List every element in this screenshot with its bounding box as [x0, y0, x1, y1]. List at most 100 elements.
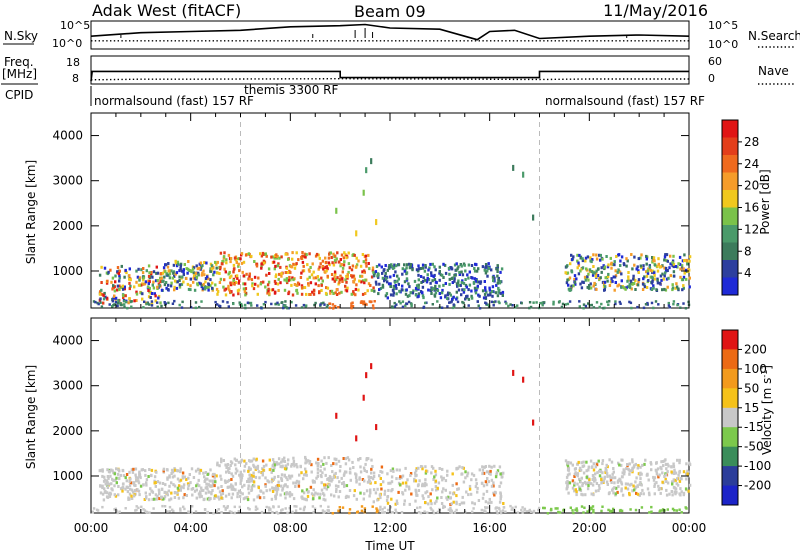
- velocity-cell: [606, 483, 609, 486]
- velocity-cell: [273, 463, 277, 467]
- velocity-cell: [676, 483, 680, 487]
- power-cell: [672, 262, 676, 266]
- power-cell: [645, 262, 648, 266]
- velocity-cell: [647, 491, 651, 495]
- velocity-cell: [198, 471, 201, 475]
- velocity-cell: [321, 471, 324, 475]
- velocity-cell: [444, 488, 447, 492]
- velocity-cell: [352, 494, 356, 498]
- velocity-cell: [414, 499, 417, 503]
- power-ground-cell: [401, 300, 405, 303]
- power-cell: [455, 290, 458, 294]
- power-cell: [255, 262, 259, 266]
- velocity-cell: [236, 492, 239, 495]
- velocity-cell: [488, 497, 491, 501]
- power-cell: [260, 266, 263, 270]
- power-cell: [619, 259, 622, 263]
- power-ground-cell: [143, 300, 146, 303]
- velocity-cell: [239, 460, 243, 464]
- velocity-ground-cell: [190, 511, 193, 515]
- velocity-ground-cell: [152, 507, 155, 510]
- velocity-cell: [664, 463, 668, 466]
- velocity-cell: [659, 487, 662, 491]
- power-cell: [367, 282, 371, 286]
- velocity-cell: [581, 484, 584, 488]
- velocity-cell: [606, 474, 609, 478]
- velocity-cell: [177, 496, 181, 500]
- power-ground-cell: [351, 301, 354, 304]
- velocity-cell: [600, 478, 603, 481]
- power-cell: [336, 276, 339, 280]
- power-ground-cell: [250, 304, 253, 307]
- power-cell: [585, 267, 588, 271]
- velocity-cell: [359, 457, 362, 460]
- power-cell: [346, 276, 349, 280]
- power-cell: [118, 279, 121, 283]
- velocity-ground-cell: [294, 509, 298, 512]
- velocity-cell: [294, 485, 297, 488]
- velocity-cell: [144, 469, 147, 473]
- velocity-cell: [685, 477, 688, 481]
- power-cell: [618, 270, 622, 274]
- power-cell: [276, 254, 279, 258]
- power-cell: [379, 287, 383, 290]
- velocity-cell: [245, 495, 248, 499]
- velocity-cell: [130, 468, 134, 472]
- velocity-cell: [395, 499, 399, 503]
- power-cell: [460, 264, 463, 268]
- velocity-ground-cell: [168, 510, 172, 513]
- velocity-cell: [386, 495, 390, 498]
- velocity-ground-cell: [348, 508, 352, 511]
- velocity-ground-cell: [521, 511, 524, 514]
- power-cell: [128, 274, 131, 278]
- power-cell: [652, 284, 655, 288]
- velocity-cell: [398, 477, 401, 480]
- power-cell: [431, 286, 434, 290]
- power-cell: [579, 282, 582, 286]
- power-cell: [331, 261, 334, 265]
- velocity-cell: [277, 457, 281, 461]
- power-colorbar-swatch-4: [722, 190, 738, 208]
- power-ground-cell: [667, 304, 671, 307]
- power-ground-cell: [126, 306, 129, 310]
- velocity-cell: [199, 486, 203, 490]
- velocity-cell: [636, 492, 640, 496]
- velocity-cell: [641, 463, 644, 467]
- power-cell: [133, 299, 136, 303]
- power-cell: [316, 275, 320, 278]
- velocity-ground-cell: [321, 509, 325, 512]
- velocity-cell: [114, 478, 117, 482]
- nave-label: Nave: [758, 64, 789, 78]
- velocity-cell: [211, 472, 215, 476]
- velocity-cell: [582, 464, 586, 468]
- velocity-cell: [449, 496, 452, 500]
- power-cell: [609, 256, 612, 260]
- power-cell: [374, 270, 378, 274]
- velocity-cell: [281, 488, 284, 492]
- velocity-cell: [688, 483, 692, 487]
- power-ground-cell: [682, 302, 685, 305]
- velocity-ground-cell: [618, 509, 622, 512]
- velocity-cell: [446, 473, 449, 477]
- power-cell: [118, 269, 121, 273]
- velocity-ground-cell: [212, 512, 215, 515]
- velocity-cell: [281, 486, 285, 490]
- power-cell: [165, 272, 168, 276]
- power-cell: [620, 272, 623, 276]
- power-cell: [573, 280, 577, 284]
- velocity-cell: [284, 483, 287, 487]
- power-cell: [270, 255, 273, 259]
- velocity-cell: [117, 468, 120, 472]
- power-ground-cell: [679, 306, 682, 309]
- power-cell: [637, 257, 640, 261]
- velocity-cell: [247, 469, 250, 473]
- velocity-cell: [380, 465, 384, 469]
- power-ground-cell: [595, 301, 599, 304]
- power-ground-cell: [249, 301, 253, 305]
- velocity-cell: [153, 479, 156, 483]
- power-cell: [290, 283, 293, 287]
- velocity-cell: [245, 462, 248, 466]
- velocity-cell: [372, 475, 376, 478]
- power-cell: [359, 274, 362, 278]
- velocity-cell: [335, 488, 338, 491]
